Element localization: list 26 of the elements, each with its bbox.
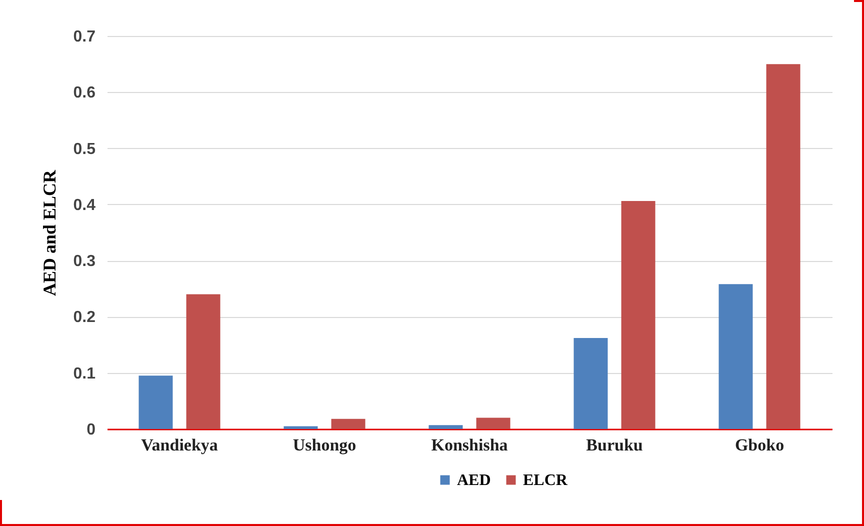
bar xyxy=(718,284,753,429)
x-tick-label: Vandiekya xyxy=(141,436,218,454)
y-tick-label: 0 xyxy=(86,422,96,438)
bar xyxy=(766,64,800,429)
y-tick-label: 0.1 xyxy=(73,365,96,382)
x-tick-label: Ushongo xyxy=(292,436,356,454)
bar xyxy=(621,201,656,429)
y-tick-label: 0.4 xyxy=(73,196,96,214)
bar xyxy=(476,418,510,429)
y-tick-label: 0.6 xyxy=(73,84,96,102)
bar xyxy=(138,376,173,429)
y-axis-title: AED and ELCR xyxy=(39,168,60,296)
bar xyxy=(574,338,608,429)
y-tick-label: 0.3 xyxy=(73,253,96,270)
bar xyxy=(284,426,318,429)
legend-label: AED xyxy=(457,472,491,489)
bar xyxy=(428,425,463,429)
legend-label: ELCR xyxy=(523,472,568,489)
bar xyxy=(331,418,366,429)
bar xyxy=(186,294,220,429)
x-tick-label: Buruku xyxy=(586,436,643,454)
y-tick-label: 0.5 xyxy=(73,140,96,158)
x-tick-label: Gboko xyxy=(734,436,784,454)
y-tick-label: 0.2 xyxy=(73,309,96,326)
x-tick-label: Konshisha xyxy=(431,436,508,454)
y-tick-label: 0.7 xyxy=(73,28,96,46)
